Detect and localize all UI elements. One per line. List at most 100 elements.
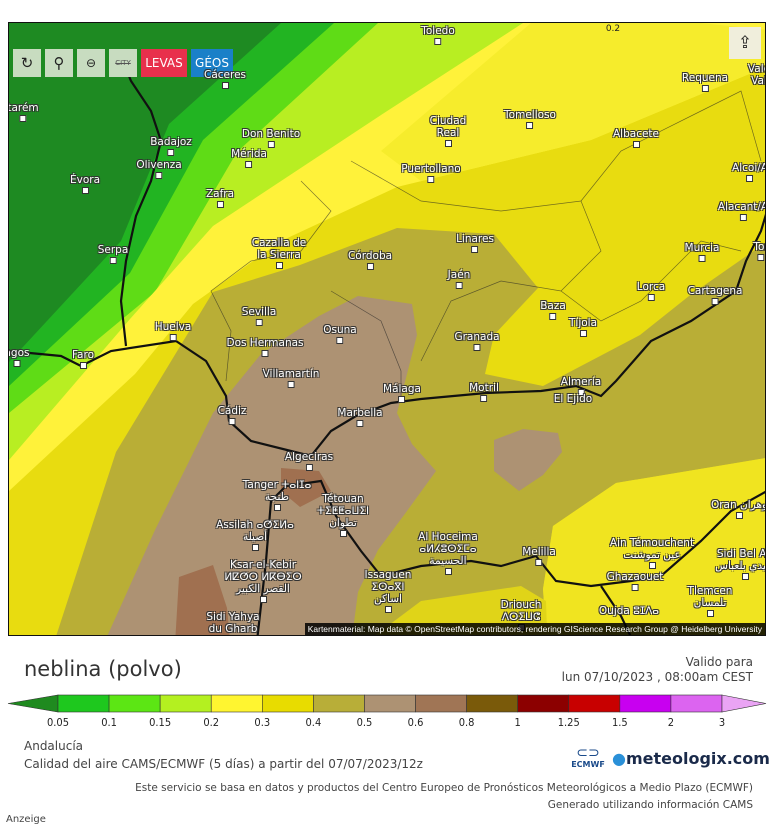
city-label: Ksar-el-Kebir ⵍⵇⵚⵔ ⵍⴽⴱⵉⵔ القصر الكبير [223, 559, 303, 603]
city-label: Tanger ⵜⴰⵏⵊⴰ طنجة [242, 479, 312, 511]
city-label: Murcia [685, 242, 720, 262]
legend-swatch [57, 694, 110, 713]
legend-swatch [108, 694, 161, 713]
city-label: Évora [70, 174, 100, 194]
ecmwf-text: ECMWF [571, 760, 605, 769]
city-label: Sidi Yahya du Gharb [206, 611, 260, 635]
city-toggle-button[interactable]: CITY [109, 49, 137, 77]
city-label: Alacant/A [718, 201, 765, 221]
refresh-icon: ↻ [20, 54, 34, 72]
city-label: Zafra [206, 188, 234, 208]
map-attribution: Kartenmaterial: Map data © OpenStreetMap… [304, 623, 765, 635]
city-label: Melilla [522, 546, 556, 566]
city-label: Issaguen ⵉⵙⴰⴳⵏ اساكن [358, 569, 418, 613]
valid-label: Valido para [685, 655, 753, 669]
legend-tick-label: 1.25 [557, 716, 580, 729]
valid-time: Valido para lun 07/10/2023 , 08:00am CES… [562, 655, 753, 685]
city-label: Puertollano [401, 163, 460, 183]
geos-label: GÉOS [195, 56, 229, 70]
disclaimer: Este servicio se basa en datos y product… [135, 782, 753, 794]
legend-tick-label: 0.8 [458, 716, 475, 729]
city-label: Tomelloso [504, 109, 556, 129]
city-label: Ghazaouet [607, 571, 664, 591]
city-label: Badajoz [150, 136, 192, 156]
map-pin-icon: ⚲ [53, 54, 65, 72]
location-button[interactable]: ⚲ [45, 49, 73, 77]
band-tan-2 [494, 429, 562, 491]
legend-arrow-high [721, 694, 767, 713]
city-label: Faro [72, 349, 94, 369]
city-label: Ain Témouchent عين تموشنت [602, 537, 702, 569]
legend-tick-label: 0.4 [305, 716, 322, 729]
legend-arrow-low [7, 694, 59, 713]
legend-swatch [210, 694, 263, 713]
city-label: Cádiz [218, 405, 247, 425]
color-legend [7, 694, 767, 713]
ecmwf-logo: ⊂⊃ ECMWF [570, 746, 606, 769]
levas-label: LEVAS [145, 56, 183, 70]
valid-datetime: lun 07/10/2023 , 08:00am CEST [561, 670, 753, 684]
city-label: Driouch ⴷⵔⵉⵡⵛ [496, 599, 546, 631]
band-yellow-ne [381, 23, 765, 181]
city-label: Huelva [155, 321, 192, 341]
legend-tick-label: 3 [718, 716, 726, 729]
city-label: Cáceres [204, 69, 246, 89]
legend-swatch [619, 694, 672, 713]
city-label: Baza [540, 300, 566, 320]
legend-tick-label: 2 [667, 716, 675, 729]
legend-swatch [364, 694, 416, 713]
city-label: Ciudad Real [428, 115, 468, 147]
city-label: Tor [753, 241, 765, 261]
city-label: Jaén [448, 269, 471, 289]
meteologix-logo[interactable]: ●meteologix.com [612, 749, 770, 768]
legend-swatch [568, 694, 621, 713]
city-label: agos [9, 347, 30, 367]
legend-swatch [466, 694, 518, 713]
city-label: Motril [469, 382, 499, 402]
levas-button[interactable]: LEVAS [141, 49, 187, 77]
legend-tick-label: 0.5 [356, 716, 373, 729]
city-label: Tíjola [569, 317, 597, 337]
city-label: Albacete [613, 128, 659, 148]
legend-tick-label: 1.5 [611, 716, 628, 729]
legend-swatch [313, 694, 365, 713]
city-label: Córdoba [348, 250, 392, 270]
drop-icon: ● [612, 749, 626, 768]
city-label: Marbella [337, 407, 382, 427]
city-label: CITY [115, 59, 131, 67]
contour-label: 0.2 [605, 24, 621, 34]
city-label: Vale Val [747, 63, 766, 87]
city-label: Lorca [637, 281, 665, 301]
city-label: Alcoi/A [732, 162, 765, 182]
zoom-out-button[interactable]: ⊖ [77, 49, 105, 77]
band-brown-2 [175, 565, 230, 635]
share-button[interactable]: ⇪ [729, 27, 761, 59]
share-icon: ⇪ [737, 33, 753, 53]
legend-tick-label: 0.1 [101, 716, 117, 729]
legend-tick-label: 1 [514, 716, 521, 729]
city-label: Sidi Bel Ab سيدي بلعباس [712, 548, 765, 580]
band-tan [107, 296, 436, 635]
city-label: Olivenza [136, 159, 181, 179]
ad-label: Anzeige [6, 814, 46, 825]
city-label: Serpa [98, 244, 129, 264]
legend-swatch [262, 694, 314, 713]
page-title: neblina (polvo) [24, 657, 182, 681]
city-label: Sevilla [242, 306, 277, 326]
city-label: Toledo [421, 25, 455, 45]
legend-swatch [159, 694, 212, 713]
city-label: Tétouan ⵜⵉⵟⵟⴰⵡⵉⵏ تطوان [310, 493, 376, 537]
legend-swatch [517, 694, 570, 713]
generated-note: Generado utilizando información CAMS [547, 799, 753, 811]
city-label: Osuna [323, 324, 356, 344]
region-label: Andalucía [24, 739, 84, 753]
refresh-button[interactable]: ↻ [13, 49, 41, 77]
legend-tick-label: 0.2 [203, 716, 220, 729]
legend-tick-label: 0.3 [254, 716, 271, 729]
city-label: Cazalla de la Sierra [248, 237, 310, 269]
city-label: Requena [682, 72, 728, 92]
city-label: Málaga [383, 383, 421, 403]
legend-swatch [415, 694, 467, 713]
city-label: Don Benito [242, 128, 300, 148]
map[interactable]: ↻ ⚲ ⊖ CITY LEVAS GÉOS ⇪ 0.2 Toledo Cácer… [8, 22, 766, 636]
